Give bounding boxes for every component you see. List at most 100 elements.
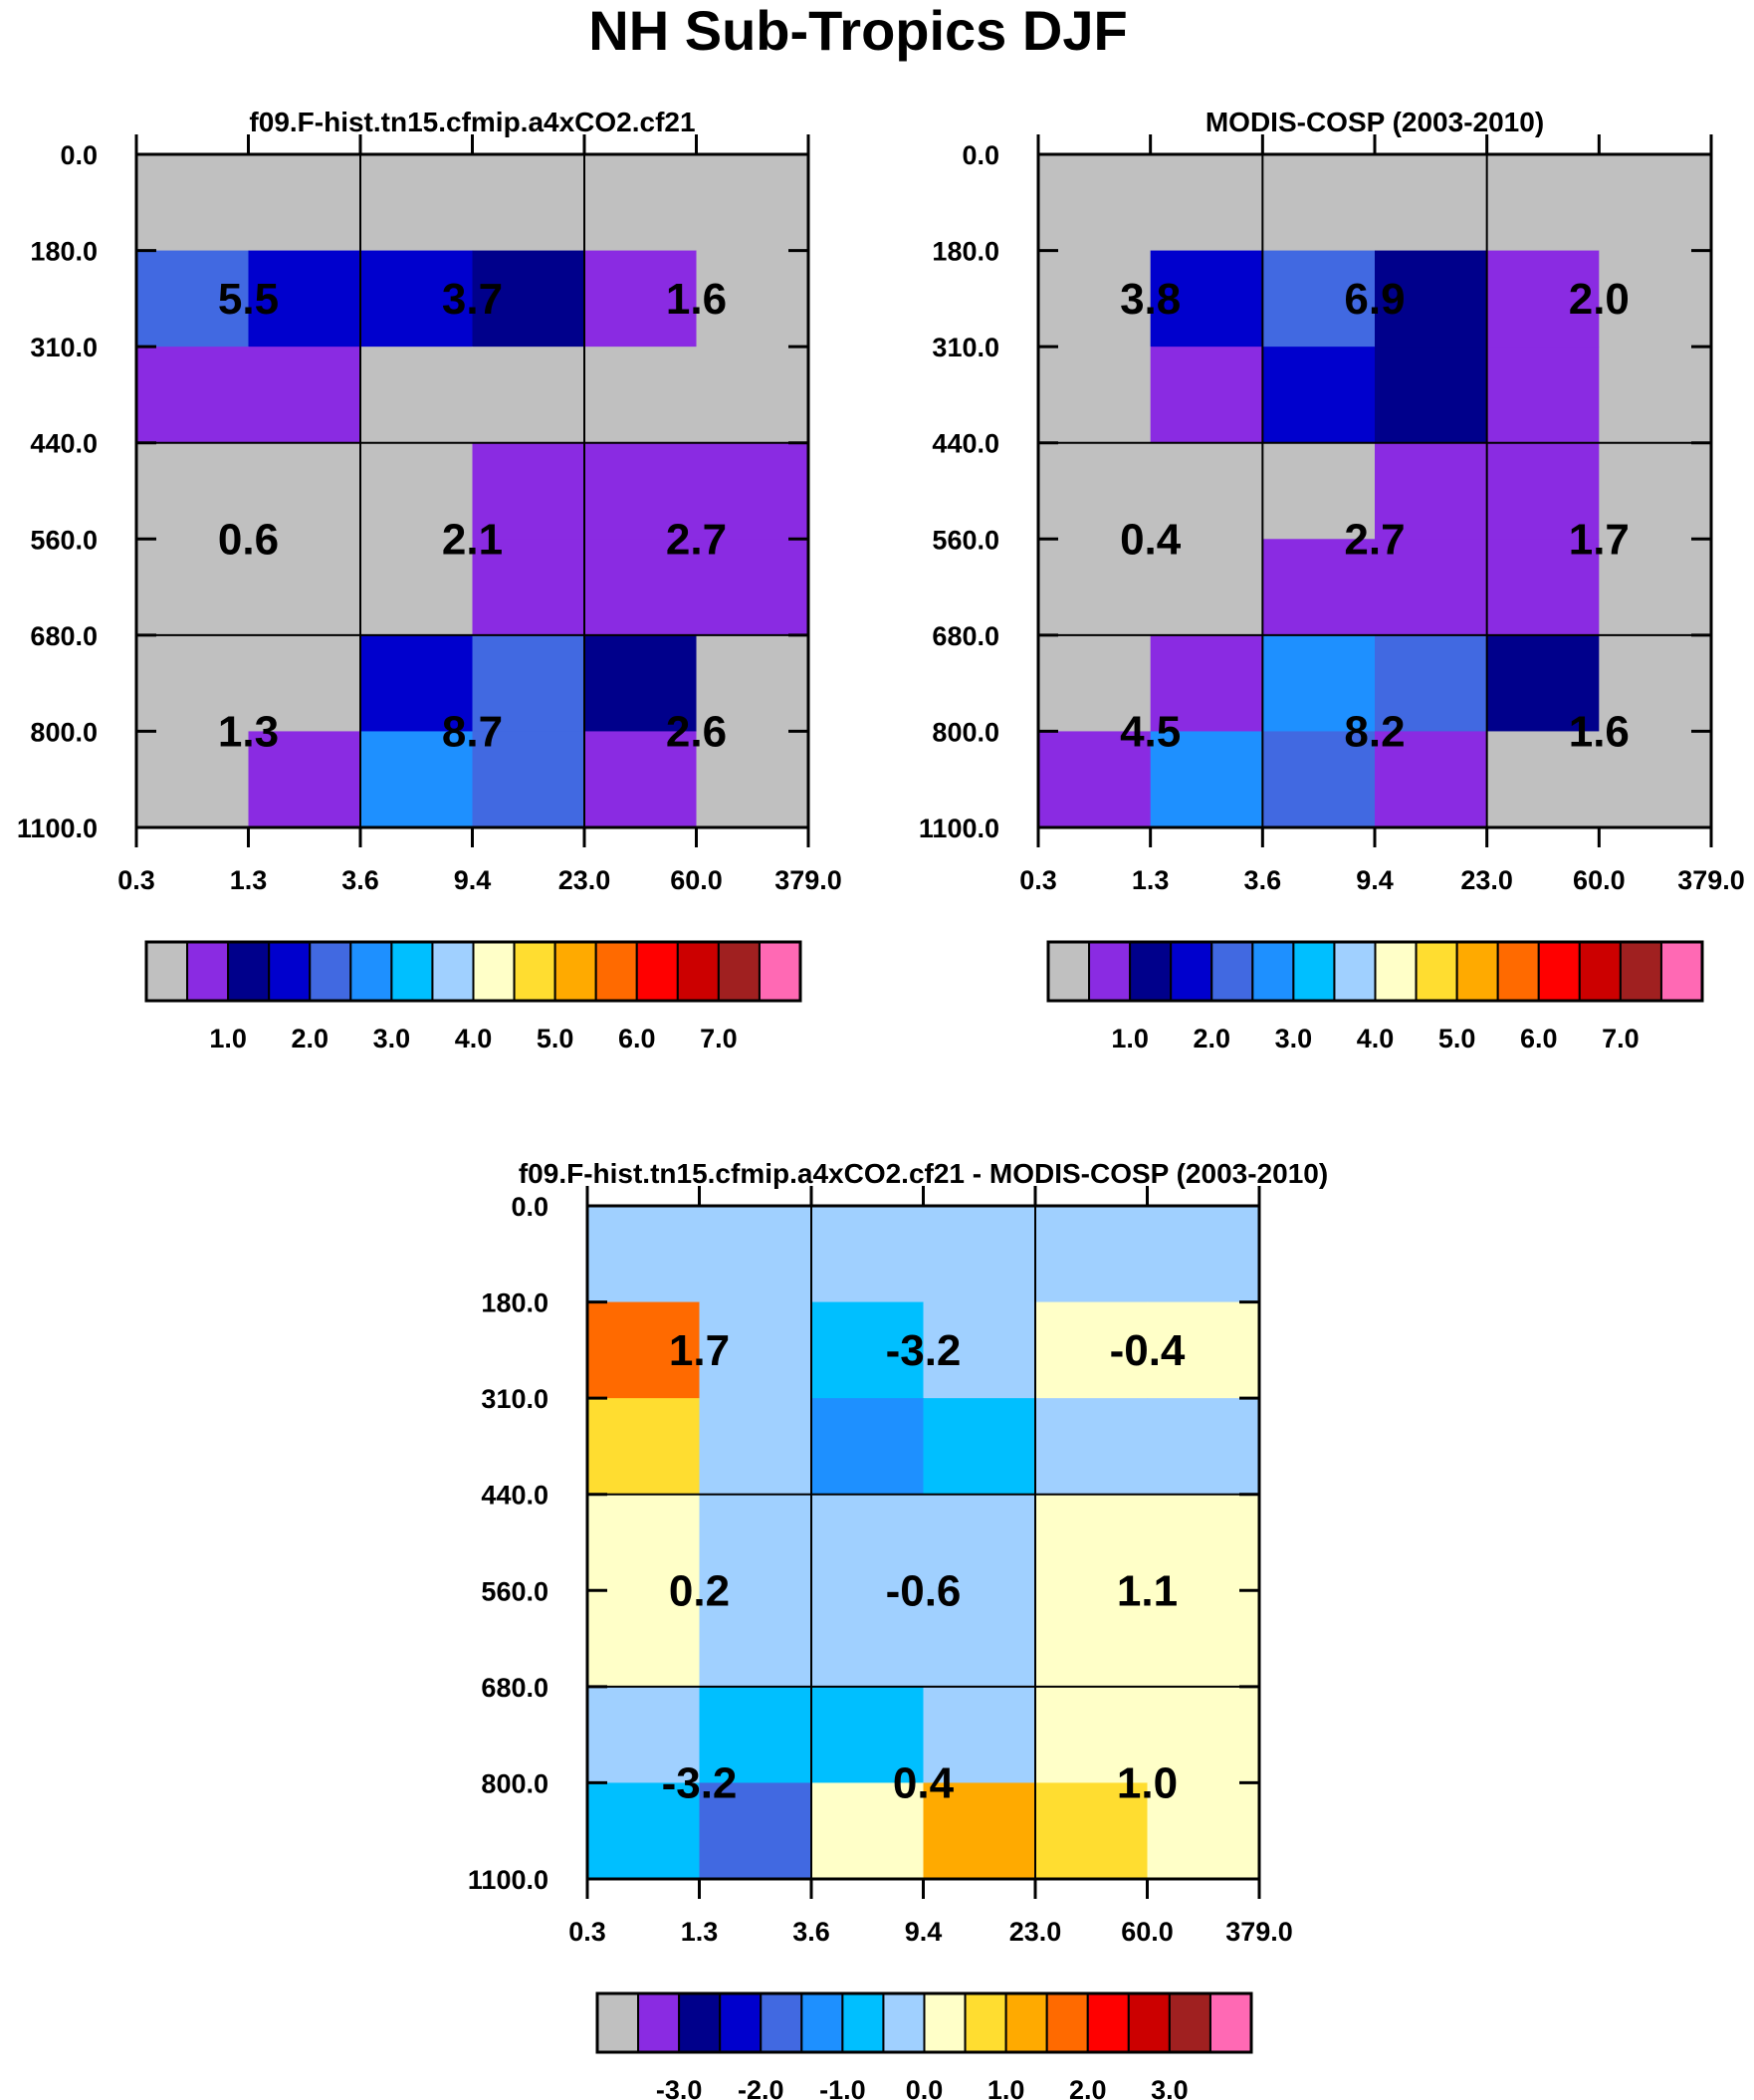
heatmap-cell — [923, 1398, 1036, 1496]
colorbar-box — [1251, 941, 1295, 1002]
block-value-label: -0.4 — [1110, 1326, 1186, 1375]
y-tick-label: 680.0 — [481, 1673, 548, 1703]
x-tick-label: 9.4 — [1356, 865, 1394, 895]
heatmap-cell — [1035, 1206, 1149, 1303]
x-tick-label: 3.6 — [341, 865, 379, 895]
colorbar-label: 2.0 — [291, 1024, 329, 1053]
heatmap-cell — [1599, 347, 1712, 444]
colorbar-box — [1374, 941, 1418, 1002]
y-tick-label: 800.0 — [932, 717, 999, 747]
colorbar-frame — [1046, 940, 1704, 1003]
colorbar-box — [882, 1992, 926, 2053]
y-tick-label: 1100.0 — [17, 814, 98, 843]
colorbar-label: 7.0 — [1602, 1024, 1640, 1053]
heatmap-cell — [584, 442, 698, 540]
heatmap-cell — [248, 539, 361, 636]
heatmap-cell — [248, 250, 361, 348]
heatmap-cell — [136, 442, 250, 540]
colorbar-box — [1086, 1992, 1130, 2053]
panel-title: f09.F-hist.tn15.cfmip.a4xCO2.cf21 — [249, 107, 695, 137]
heatmap-cell — [360, 731, 474, 828]
heatmap-cell — [1262, 539, 1376, 636]
heatmap-cell — [1599, 634, 1712, 733]
colorbar-box — [553, 941, 597, 1002]
x-tick-label: 1.3 — [230, 865, 268, 895]
heatmap-cell — [699, 1494, 812, 1591]
heatmap-cell — [699, 1398, 812, 1496]
block-value-label: -3.2 — [662, 1758, 738, 1807]
heatmap-cell — [811, 1686, 925, 1784]
block-value-label: 1.7 — [1569, 515, 1630, 564]
y-tick-label: 310.0 — [30, 333, 98, 362]
colorbar-box — [186, 941, 230, 1002]
colorbar-box — [758, 941, 801, 1002]
heatmap-cell — [1375, 154, 1488, 252]
heatmap-cell — [1150, 347, 1263, 444]
colorbar-label: 0.0 — [906, 2075, 944, 2100]
heatmap-cell — [584, 731, 698, 828]
heatmap-cell — [1486, 347, 1600, 444]
heatmap-cell — [587, 1686, 701, 1784]
y-tick-label: 0.0 — [511, 1192, 548, 1222]
colorbar-label: 4.0 — [455, 1024, 493, 1053]
heatmap-cell — [584, 347, 698, 444]
y-tick-label: 180.0 — [932, 237, 999, 267]
colorbar-box — [964, 1992, 1007, 2053]
heatmap-cell — [1599, 442, 1712, 540]
heatmap-cell — [1150, 250, 1263, 348]
heatmap-cell — [136, 731, 250, 828]
x-tick-label: 0.3 — [1019, 865, 1057, 895]
heatmap-cell — [699, 1782, 812, 1880]
colorbar-box — [390, 941, 434, 1002]
y-tick-label: 1100.0 — [919, 814, 999, 843]
heatmap-cell — [1599, 731, 1712, 828]
panel-observations: MODIS-COSP (2003-2010) 0.0 180.0 310.0 440.0… — [919, 107, 1745, 1053]
block-value-label: 1.0 — [1117, 1758, 1178, 1807]
y-tick-label: 310.0 — [932, 333, 999, 362]
colorbar-box — [1168, 1992, 1211, 2053]
colorbar-box — [1415, 941, 1458, 1002]
colorbar-label: 1.0 — [1111, 1024, 1149, 1053]
heatmap-cell — [1147, 1686, 1260, 1784]
heatmap-cell — [360, 250, 474, 348]
colorbar-label: 6.0 — [1520, 1024, 1558, 1053]
block-value-label: 0.6 — [218, 515, 279, 564]
heatmap-cell — [1147, 1782, 1260, 1880]
heatmap-cell — [472, 442, 585, 540]
colorbar-frame — [595, 1991, 1253, 2054]
colorbar-box — [349, 941, 393, 1002]
heatmap-cell — [587, 1590, 701, 1688]
heatmap-cell — [696, 154, 809, 252]
colorbar-box — [1129, 941, 1173, 1002]
heatmap-cell — [1038, 539, 1152, 636]
colorbar-box — [635, 941, 679, 1002]
x-tick-label: 0.3 — [117, 865, 155, 895]
heatmap-cell — [923, 1782, 1036, 1880]
block-value-label: 8.7 — [442, 707, 503, 756]
block-value-label: 3.8 — [1120, 275, 1181, 324]
heatmap-cell — [248, 731, 361, 828]
colorbar-box — [1208, 1992, 1252, 2053]
heatmap-cell — [1262, 347, 1376, 444]
heatmap-cell — [1375, 442, 1488, 540]
colorbar-box — [594, 941, 638, 1002]
heatmap-cell — [923, 1590, 1036, 1688]
heatmap-cell — [1262, 442, 1376, 540]
x-tick-label: 9.4 — [454, 865, 492, 895]
heatmap-cell — [1035, 1301, 1149, 1399]
y-tick-label: 180.0 — [481, 1288, 548, 1318]
heatmap-cell — [923, 1494, 1036, 1591]
colorbar-box — [268, 941, 312, 1002]
heatmap-cell — [923, 1206, 1036, 1303]
colorbar-box — [1210, 941, 1254, 1002]
colorbar-box — [1578, 941, 1622, 1002]
heatmap-cell — [136, 539, 250, 636]
panel-title: MODIS-COSP (2003-2010) — [1206, 107, 1544, 137]
x-tick-label: 0.3 — [568, 1917, 606, 1947]
heatmap-cell — [1150, 539, 1263, 636]
colorbar-label: 3.0 — [1151, 2075, 1189, 2100]
heatmap-cell — [699, 1206, 812, 1303]
x-tick-label: 9.4 — [905, 1917, 943, 1947]
heatmap-cell — [248, 347, 361, 444]
